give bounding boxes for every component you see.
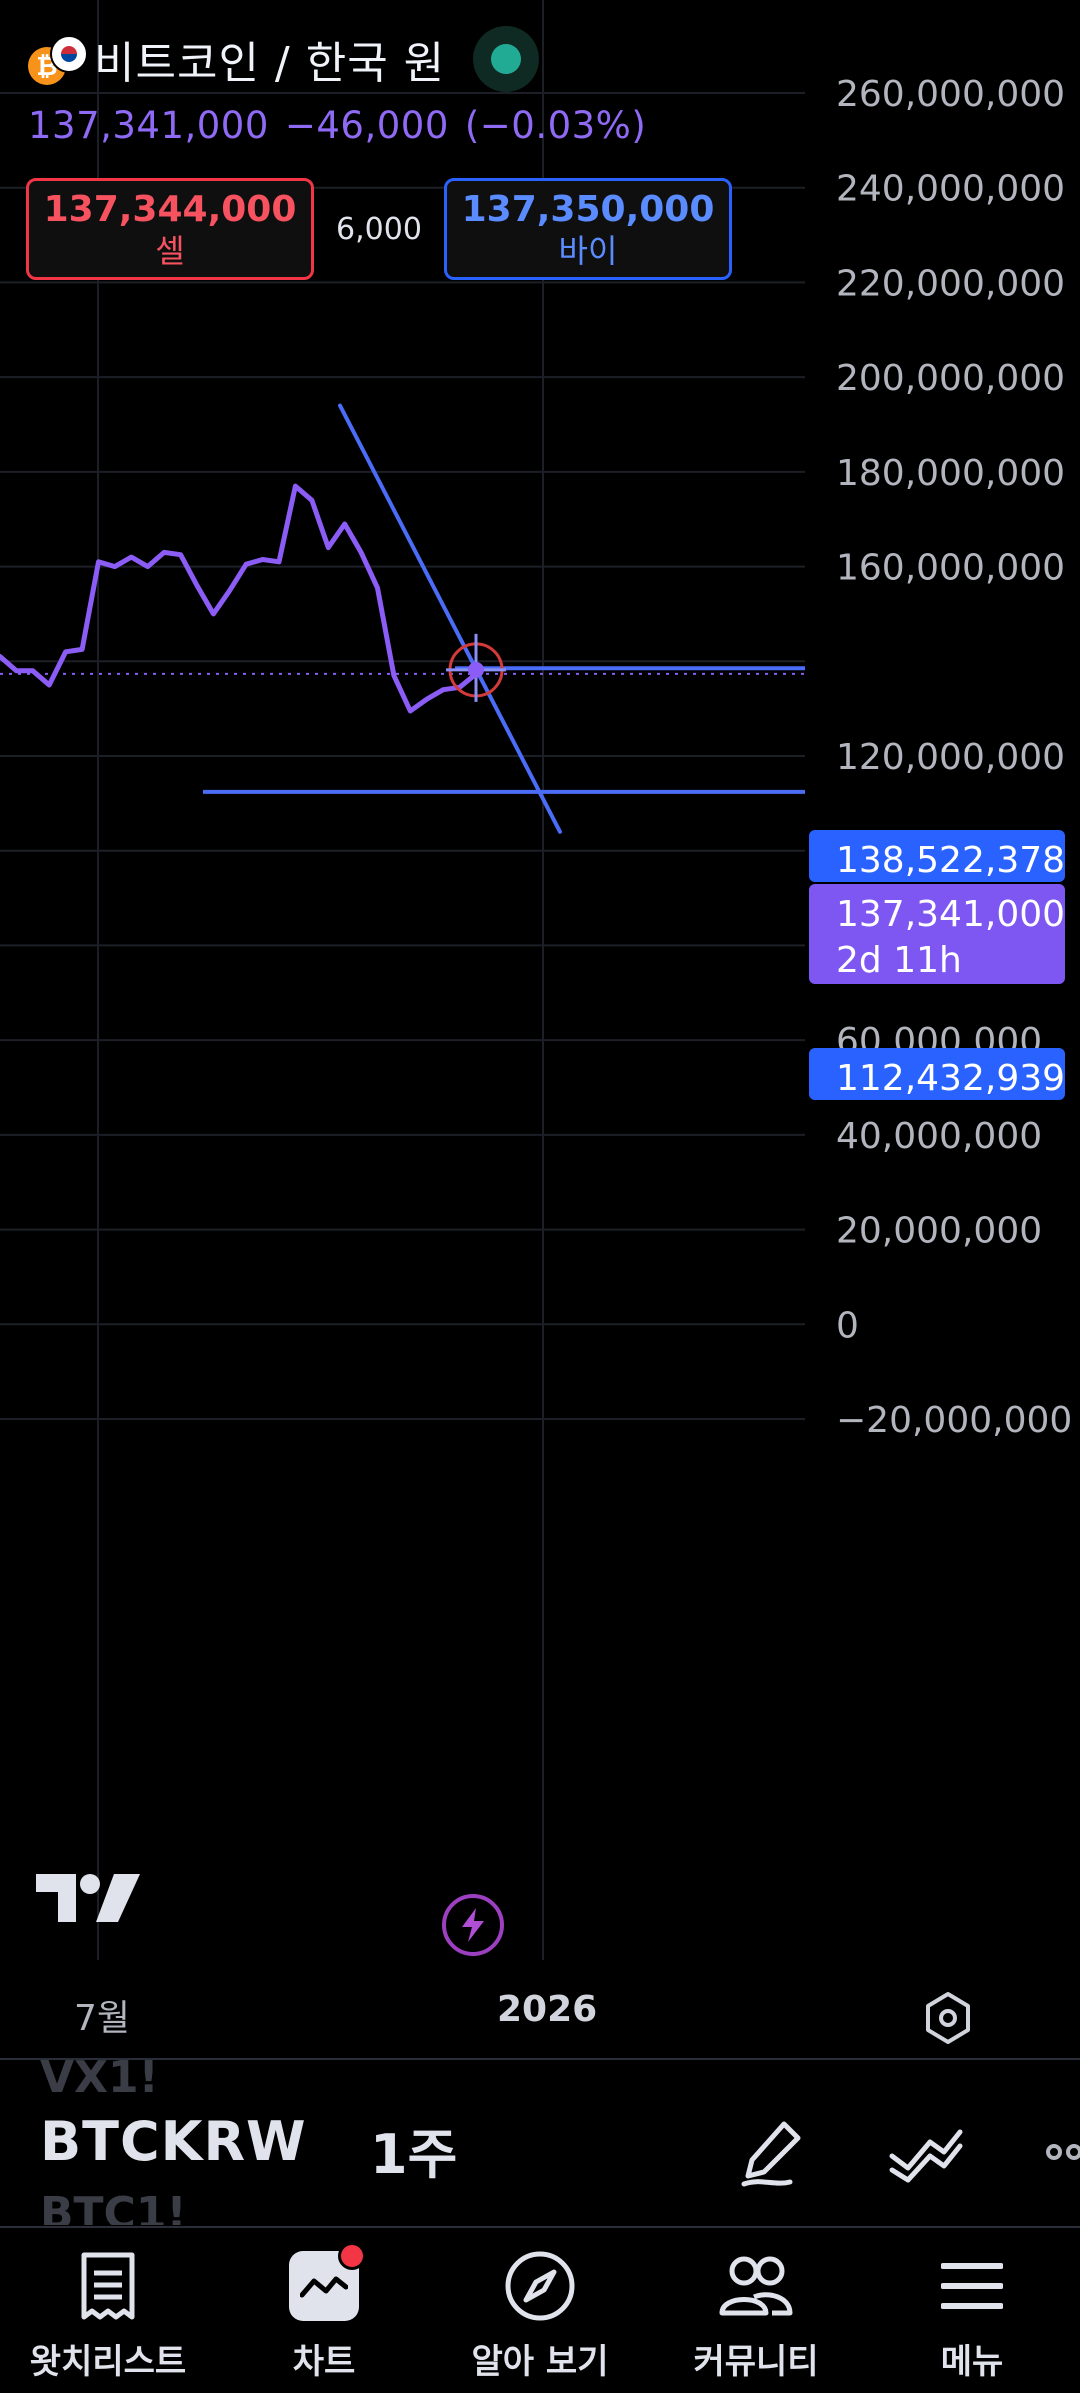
tradingview-logo[interactable]: [36, 1870, 140, 1930]
y-tick-label: 40,000,000: [836, 1116, 1042, 1157]
spread-value: 6,000: [336, 211, 422, 247]
price-tag-current-value: 137,341,000: [836, 894, 1065, 935]
price-chart[interactable]: 260,000,000 240,000,000 220,000,000 200,000…: [0, 0, 1080, 2050]
sell-button[interactable]: 137,344,000 셀: [26, 178, 314, 280]
buy-button[interactable]: 137,350,000 바이: [444, 178, 732, 280]
symbol-title[interactable]: 비트코인 / 한국 원: [94, 38, 446, 89]
y-tick-label: 200,000,000: [836, 358, 1065, 399]
symbol-selector[interactable]: BTCKRW: [40, 2110, 307, 2173]
price-tag-current-countdown: 2d 11h: [836, 940, 962, 981]
interval-selector[interactable]: 1주: [370, 2123, 458, 2186]
price-tag-upper-value: 138,522,378: [836, 840, 1065, 881]
y-tick-label: 180,000,000: [836, 453, 1065, 494]
price-tag-current-bg: [809, 884, 1065, 984]
notification-badge: [338, 2242, 366, 2270]
nav-label-chart: 차트: [292, 2342, 356, 2382]
y-tick-label: −20,000,000: [836, 1400, 1072, 1441]
nav-divider: [0, 2226, 1080, 2228]
symbol-toolbar: VX1! BTCKRW 1주 BTC1!: [0, 2060, 1080, 2225]
community-icon: [718, 2248, 794, 2324]
korea-flag-icon: [50, 35, 88, 73]
toolbar-divider: [0, 2058, 1080, 2060]
symbol-header: ₿ 비트코인 / 한국 원 137,341,000 −46,000 (−0.03%): [28, 24, 800, 147]
y-tick-label: 240,000,000: [836, 169, 1065, 210]
nav-watchlist[interactable]: 왓치리스트: [0, 2228, 216, 2393]
chart-settings-icon[interactable]: [920, 1990, 976, 2046]
y-tick-label: 220,000,000: [836, 263, 1065, 304]
price-summary: 137,341,000 −46,000 (−0.03%): [28, 104, 800, 147]
price-tag-upper-bg: [809, 830, 1065, 882]
price-tag-lower-value: 112,432,939: [836, 1058, 1065, 1099]
buy-label: 바이: [558, 232, 618, 270]
quote-panel: 137,344,000 셀 6,000 137,350,000 바이: [26, 178, 732, 280]
y-tick-label: 20,000,000: [836, 1211, 1042, 1252]
nav-menu[interactable]: 메뉴: [864, 2228, 1080, 2393]
menu-icon: [934, 2248, 1010, 2324]
y-tick-label: 120,000,000: [836, 737, 1065, 778]
y-tick-label: 0: [836, 1305, 859, 1346]
compass-icon: [502, 2248, 578, 2324]
cursor-dot: [468, 661, 484, 678]
drawing-pen-icon[interactable]: [734, 2112, 814, 2192]
nav-label-menu: 메뉴: [940, 2342, 1004, 2382]
trend-tools-icon[interactable]: [886, 2112, 966, 2192]
symbol-logo: ₿: [28, 33, 88, 85]
sell-label: 셀: [155, 232, 185, 270]
nav-explore[interactable]: 알아 보기: [432, 2228, 648, 2393]
nav-label-explore: 알아 보기: [471, 2342, 609, 2382]
ghost-symbol-above: VX1!: [40, 2060, 159, 2103]
nav-label-community: 커뮤니티: [693, 2342, 819, 2382]
flash-icon[interactable]: [442, 1894, 504, 1956]
price-series-line: [0, 483, 479, 714]
nav-label-watchlist: 왓치리스트: [29, 2342, 187, 2382]
watchlist-icon: [70, 2248, 146, 2324]
last-price: 137,341,000: [28, 104, 269, 147]
market-open-icon: [491, 44, 522, 74]
y-tick-label: 160,000,000: [836, 548, 1065, 589]
nav-community[interactable]: 커뮤니티: [648, 2228, 864, 2393]
time-label-2026: 2026: [497, 1989, 598, 2030]
bottom-navigation: 왓치리스트 차트 알아 보기 커뮤니티: [0, 2228, 1080, 2393]
sell-price: 137,344,000: [43, 189, 297, 230]
nav-chart[interactable]: 차트: [216, 2228, 432, 2393]
more-tools-icon[interactable]: [1040, 2112, 1080, 2192]
price-change-percent: (−0.03%): [464, 104, 647, 147]
chart-icon: [286, 2242, 366, 2324]
price-tag-lower-bg: [809, 1048, 1065, 1100]
price-change: −46,000: [284, 104, 449, 147]
trend-line: [338, 403, 562, 834]
y-tick-label: 260,000,000: [836, 74, 1065, 115]
buy-price: 137,350,000: [461, 189, 715, 230]
time-axis[interactable]: 7월 2026: [0, 1975, 1080, 2039]
ghost-symbol-below: BTC1!: [40, 2188, 187, 2225]
market-status-indicator[interactable]: [473, 26, 540, 92]
time-label-july: 7월: [74, 1998, 131, 2039]
